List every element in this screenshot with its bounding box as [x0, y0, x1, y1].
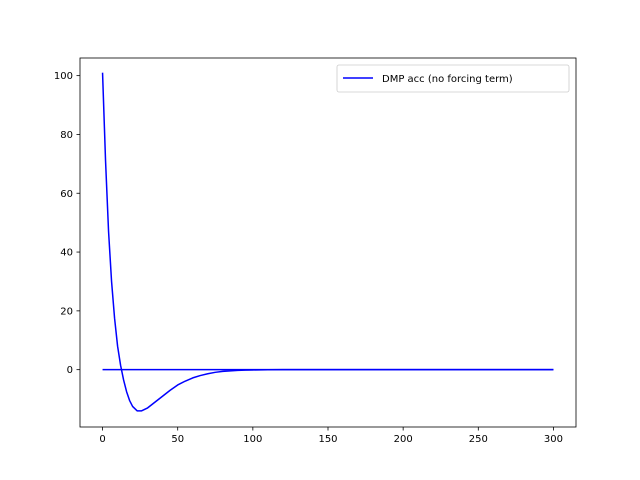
x-tick-label: 200 [394, 434, 413, 445]
y-tick-label: 100 [54, 71, 73, 82]
y-tick-label: 60 [60, 189, 73, 200]
y-tick-label: 20 [60, 306, 73, 317]
y-tick-label: 0 [67, 365, 73, 376]
x-tick-label: 50 [171, 434, 184, 445]
x-axis-ticks: 0 50 100 150 200 250 300 [99, 427, 563, 445]
x-tick-label: 250 [469, 434, 488, 445]
series-layer [101, 72, 554, 412]
legend-box [336, 64, 570, 93]
x-tick-label: 150 [318, 434, 337, 445]
x-tick-label: 100 [243, 434, 262, 445]
legend-label: DMP acc (no forcing term) [382, 74, 513, 85]
x-tick-label: 0 [99, 434, 105, 445]
x-tick-label: 300 [544, 434, 563, 445]
y-tick-label: 40 [60, 248, 73, 259]
y-axis-ticks: 0 20 40 60 80 100 [54, 71, 80, 376]
y-tick-label: 80 [60, 130, 73, 141]
legend: DMP acc (no forcing term) [336, 64, 570, 93]
plot-area [80, 58, 576, 427]
